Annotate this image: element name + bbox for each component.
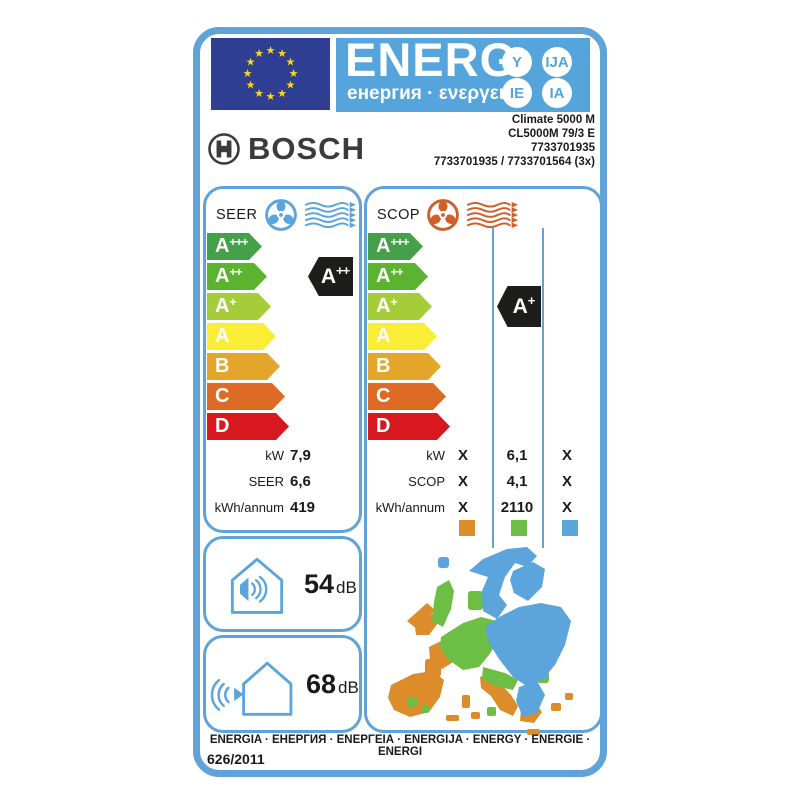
- outdoor-noise-value: 68 dB: [306, 668, 359, 699]
- eu-flag-icon: ★ ★★ ★★★ ★★★ ★★★: [211, 38, 330, 110]
- outdoor-noise-section: 68 dB: [203, 635, 362, 733]
- svg-text:★: ★: [285, 80, 295, 92]
- ending-circle-ija: IJA: [542, 47, 572, 77]
- zone-divider-line: [492, 228, 494, 548]
- ending-circle-ie: IE: [502, 78, 532, 108]
- climate-zone-swatch-average: [511, 520, 527, 536]
- scop-values-table: kW X 6,1 X SCOP X 4,1 X kWh/annum X 2110 X: [367, 447, 600, 525]
- svg-text:★: ★: [243, 68, 253, 80]
- svg-text:★: ★: [277, 88, 287, 100]
- svg-text:★: ★: [289, 68, 299, 80]
- seer-section: SEER: [203, 186, 362, 533]
- seer-class-scale: A+++ A++ A+ A B C D: [207, 233, 289, 440]
- outdoor-noise-house-icon: [210, 661, 293, 716]
- scop-header: SCOP: [377, 197, 520, 233]
- bosch-logo-icon: [208, 133, 240, 165]
- class-arrow-d: D: [368, 413, 450, 440]
- svg-text:★: ★: [246, 80, 256, 92]
- europe-climate-map: [388, 547, 573, 735]
- svg-text:★: ★: [285, 57, 295, 69]
- regulation-number: 626/2011: [207, 751, 265, 767]
- class-arrow-a: A: [368, 323, 437, 350]
- class-arrow-b: B: [207, 353, 280, 380]
- table-row: kW X 6,1 X: [426, 447, 572, 464]
- seer-rating-badge: A ++: [308, 257, 353, 296]
- product-line-model: Climate 5000 M: [511, 114, 595, 126]
- zone-divider-line: [542, 228, 544, 548]
- class-arrow-appp: A+++: [207, 233, 262, 260]
- class-arrow-ap: A+: [207, 293, 271, 320]
- svg-text:★: ★: [246, 57, 256, 69]
- climate-zone-swatch-colder: [562, 520, 578, 536]
- table-row: kWh/annum X 2110 X: [375, 499, 572, 516]
- scop-section: SCOP: [364, 186, 603, 735]
- class-arrow-b: B: [368, 353, 441, 380]
- indoor-noise-value: 54 dB: [304, 568, 357, 599]
- class-arrow-app: A++: [207, 263, 267, 290]
- energ-band: ENERG енергия · ενεργεια Y IJA IE IA: [336, 33, 590, 112]
- seer-values-table: kW 7,9 SEER 6,6 kWh/annum 419: [206, 447, 359, 525]
- table-row: SCOP X 4,1 X: [408, 473, 572, 490]
- brand-name: BOSCH: [248, 131, 365, 166]
- footer-languages: ENERGIA · ЕНЕРГИЯ · ΕΝΕΡΓΕΙΑ · ENERGIJA …: [209, 734, 591, 758]
- svg-text:★: ★: [254, 88, 264, 100]
- svg-text:★: ★: [266, 91, 276, 103]
- svg-text:★: ★: [266, 45, 276, 57]
- product-line-number: 7733701935: [531, 142, 595, 154]
- climate-zone-swatch-warmer: [459, 520, 475, 536]
- indoor-noise-house-icon: [230, 557, 284, 614]
- indoor-noise-section: 54 dB: [203, 536, 362, 632]
- energ-wordmark: ENERG: [345, 33, 518, 86]
- svg-text:★: ★: [277, 48, 287, 60]
- table-row: kW 7,9: [265, 447, 311, 464]
- product-line-numbers: 7733701935 / 7733701564 (3x): [433, 156, 595, 168]
- product-line-type: CL5000M 79/3 E: [508, 128, 595, 140]
- seer-title: SEER: [216, 207, 258, 223]
- airflow-waves-icon: [467, 201, 519, 229]
- table-row: kWh/annum 419: [214, 499, 316, 516]
- table-row: SEER 6,6: [248, 473, 311, 490]
- energ-subtitle: енергия · ενεργεια: [347, 83, 516, 104]
- seer-fan-icon: [264, 199, 297, 231]
- class-arrow-c: C: [368, 383, 446, 410]
- product-info: Climate 5000 M CL5000M 79/3 E 7733701935…: [434, 113, 595, 169]
- class-arrow-d: D: [207, 413, 289, 440]
- energy-label: ★ ★ ★ ★ ★ ★ ★ ★ ★ ★ ★ ★ ENERG енергия · ενεργεια…: [193, 27, 607, 777]
- brand-row: BOSCH: [207, 131, 365, 167]
- svg-text:★: ★: [254, 48, 264, 60]
- scop-fan-icon: [427, 199, 459, 231]
- class-arrow-app: A++: [368, 263, 428, 290]
- seer-header: SEER: [216, 197, 358, 233]
- ending-circle-y: Y: [502, 47, 532, 77]
- ending-circle-ia: IA: [542, 78, 572, 108]
- class-arrow-c: C: [207, 383, 285, 410]
- class-arrow-ap: A+: [368, 293, 432, 320]
- class-arrow-a: A: [207, 323, 276, 350]
- scop-title: SCOP: [377, 207, 421, 223]
- scop-class-scale: A+++ A++ A+ A B C D: [368, 233, 450, 440]
- class-arrow-appp: A+++: [368, 233, 423, 260]
- scop-rating-badge: A +: [497, 286, 541, 327]
- airflow-waves-icon: [304, 201, 356, 229]
